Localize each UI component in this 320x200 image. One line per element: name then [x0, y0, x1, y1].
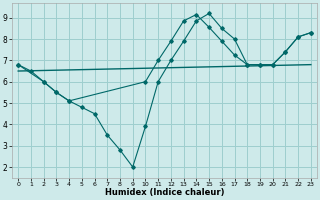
X-axis label: Humidex (Indice chaleur): Humidex (Indice chaleur) — [105, 188, 224, 197]
